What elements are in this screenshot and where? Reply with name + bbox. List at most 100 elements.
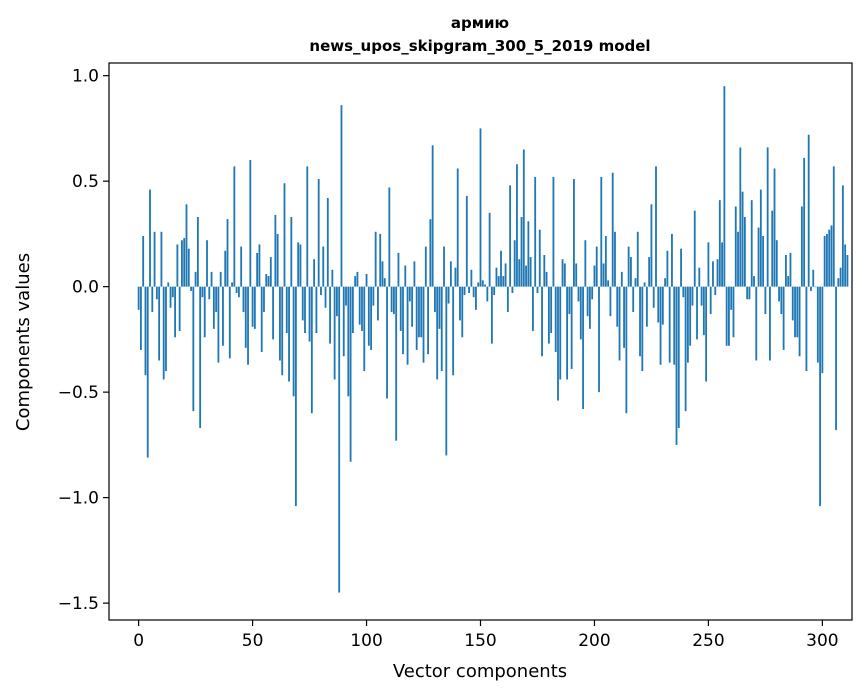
- bar-104: [374, 231, 377, 287]
- bar-267: [746, 286, 749, 300]
- bar-256: [721, 242, 723, 287]
- bar-174: [534, 176, 537, 287]
- bar-297: [814, 286, 817, 288]
- bar-220: [639, 286, 641, 357]
- bar-116: [402, 286, 404, 355]
- bar-286: [789, 252, 792, 287]
- bar-154: [488, 212, 491, 287]
- bar-118: [406, 286, 409, 365]
- bar-148: [475, 286, 477, 310]
- bar-284: [784, 255, 787, 287]
- bar-26: [196, 217, 199, 287]
- bar-64: [283, 183, 286, 287]
- bar-306: [835, 286, 837, 431]
- bar-89: [340, 105, 343, 287]
- bar-214: [625, 286, 628, 414]
- y-axis: 1.0 0.5 0.0 −0.5 −1.0 −1.5: [58, 67, 109, 614]
- bar-71: [299, 244, 302, 287]
- bar-269: [750, 200, 753, 287]
- bar-85: [331, 269, 334, 287]
- bar-290: [798, 286, 801, 357]
- bar-138: [452, 286, 455, 376]
- bar-62: [279, 286, 281, 361]
- bar-7: [153, 231, 156, 287]
- bar-242: [689, 286, 692, 346]
- x-axis: 0 50 100 150 200 250 300: [133, 620, 839, 651]
- bar-283: [782, 286, 785, 350]
- bar-257: [723, 86, 726, 287]
- bar-86: [333, 286, 336, 380]
- bars-group: [137, 86, 849, 593]
- bar-249: [705, 286, 708, 382]
- bar-169: [522, 149, 525, 287]
- bar-141: [459, 286, 461, 321]
- bar-69: [294, 286, 297, 507]
- bar-291: [800, 206, 803, 287]
- x-tick-label-0: 0: [133, 631, 144, 651]
- bar-239: [682, 286, 685, 298]
- chart-subtitle: news_upos_skipgram_300_5_2019 model: [309, 37, 650, 55]
- bar-305: [832, 166, 835, 287]
- bar-30: [206, 240, 208, 287]
- bar-124: [420, 286, 423, 338]
- bar-300: [821, 286, 824, 374]
- bar-135: [445, 286, 448, 456]
- bar-207: [609, 286, 612, 317]
- bar-176: [538, 229, 541, 287]
- bar-12: [165, 286, 167, 372]
- y-tick-label-0: 1.0: [72, 67, 99, 87]
- bar-208: [611, 172, 614, 287]
- bar-161: [504, 263, 507, 287]
- bar-244: [693, 210, 696, 287]
- bar-268: [748, 286, 751, 300]
- bar-131: [436, 286, 439, 380]
- bar-32: [210, 271, 213, 287]
- bar-91: [345, 286, 347, 306]
- bar-200: [593, 265, 596, 287]
- x-tick-label-3: 150: [464, 631, 496, 651]
- bar-51: [253, 286, 256, 329]
- bar-303: [828, 229, 831, 287]
- bar-109: [386, 286, 388, 399]
- bar-184: [557, 286, 559, 401]
- bar-146: [470, 269, 473, 287]
- bar-3: [144, 286, 147, 376]
- bar-110: [388, 187, 391, 287]
- bar-84: [329, 286, 331, 344]
- bar-80: [320, 286, 322, 296]
- bar-172: [529, 257, 532, 287]
- bar-95: [354, 276, 357, 287]
- bar-248: [702, 286, 705, 336]
- bar-13: [167, 282, 170, 287]
- bar-97: [358, 286, 361, 325]
- bar-191: [573, 179, 575, 287]
- bar-127: [427, 286, 429, 355]
- bar-261: [732, 286, 735, 338]
- bar-218: [634, 278, 637, 287]
- bar-112: [392, 286, 395, 315]
- bar-189: [568, 286, 571, 315]
- bar-279: [773, 168, 776, 287]
- bar-105: [377, 286, 379, 321]
- bar-233: [668, 286, 671, 363]
- bar-88: [338, 286, 341, 593]
- bar-46: [242, 286, 245, 312]
- bar-119: [408, 286, 411, 302]
- bar-130: [434, 286, 436, 312]
- y-tick-label-5: −1.5: [58, 594, 99, 614]
- bar-106: [379, 233, 382, 287]
- bar-194: [579, 286, 582, 340]
- bar-251: [709, 286, 712, 315]
- bar-0: [137, 286, 140, 310]
- bar-77: [313, 259, 316, 287]
- bar-259: [728, 286, 730, 346]
- bar-44: [238, 286, 240, 298]
- x-tick-label-6: 300: [806, 631, 838, 651]
- bar-19: [181, 240, 183, 287]
- bar-27: [199, 286, 202, 428]
- bar-195: [582, 286, 584, 410]
- bar-299: [819, 286, 821, 507]
- bar-287: [791, 286, 794, 321]
